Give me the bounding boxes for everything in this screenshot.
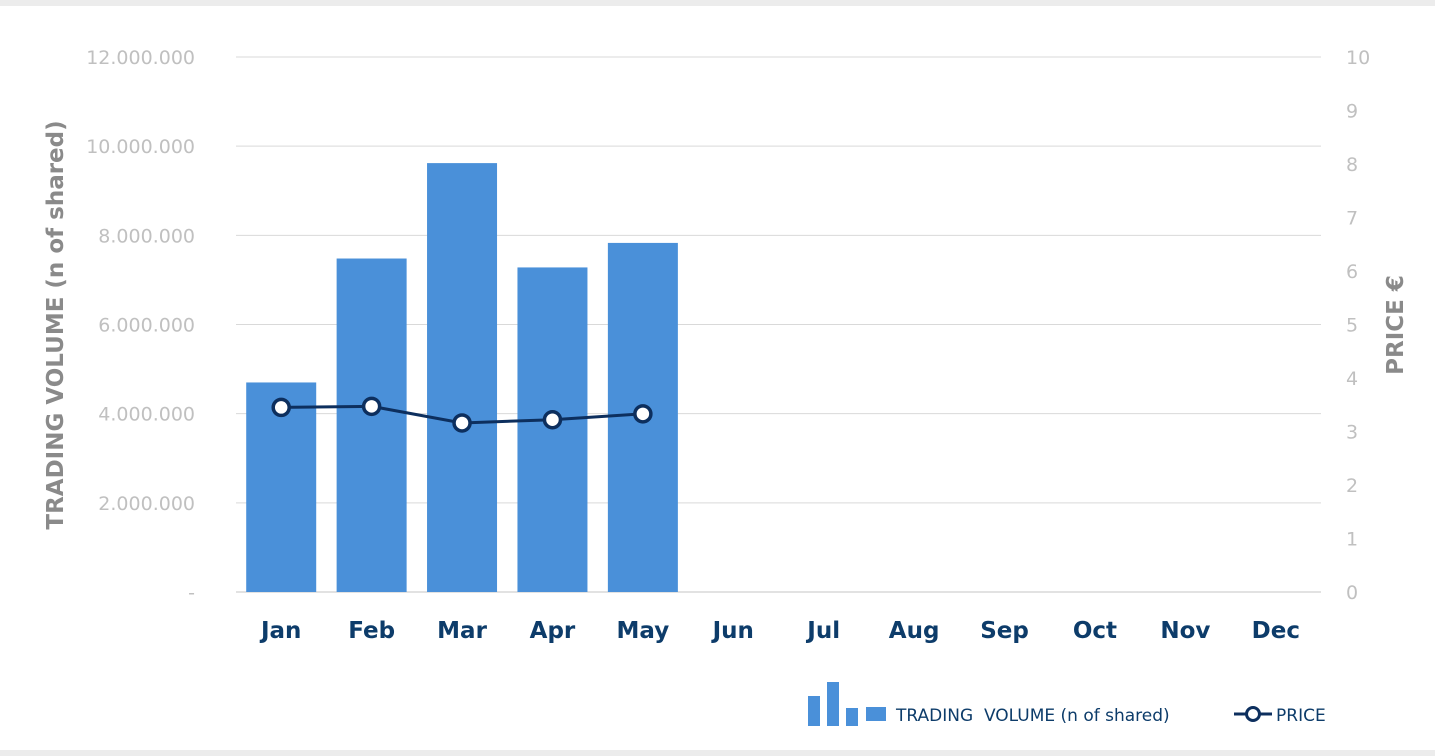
bottom-border <box>0 750 1435 756</box>
y-right-tick-label: 7 <box>1346 208 1358 230</box>
volume-bars <box>246 163 678 592</box>
y-right-tick-label: 4 <box>1346 368 1358 390</box>
y-left-tick-label: 2.000.000 <box>98 493 195 515</box>
y-left-tick-label: 10.000.000 <box>86 136 195 158</box>
price-point <box>633 404 653 424</box>
y-right-tick-label: 3 <box>1346 422 1358 444</box>
y-right-tick-label: 9 <box>1346 101 1358 123</box>
y-right-tick-label: 2 <box>1346 475 1358 497</box>
x-tick-label: Dec <box>1252 618 1300 644</box>
y-right-tick-label: 1 <box>1346 529 1358 551</box>
legend-volume-label: TRADING VOLUME (n of shared) <box>895 706 1170 726</box>
y-left-tick-label: - <box>188 582 195 604</box>
price-point <box>361 396 382 417</box>
y-right-tick-label: 10 <box>1346 47 1370 69</box>
volume-bar <box>246 382 317 592</box>
legend-price-label: PRICE <box>1276 706 1326 726</box>
x-tick-label: Feb <box>348 618 395 644</box>
left-axis-ticks: - 2.000.000 4.000.000 6.000.000 8.000.000 10.… <box>86 47 195 604</box>
legend-volume-swatch <box>866 707 886 721</box>
x-axis-ticks: Jan Feb Mar Apr May Jun Jul Aug Sep Oct Nov Dec <box>259 618 1300 644</box>
bar-chart-icon <box>808 682 858 726</box>
legend-price-swatch <box>1234 706 1272 722</box>
x-tick-label: Nov <box>1160 618 1210 644</box>
y-left-tick-label: 12.000.000 <box>86 47 195 69</box>
x-tick-label: Jun <box>711 618 754 644</box>
y-right-tick-label: 0 <box>1346 582 1358 604</box>
x-tick-label: Jul <box>805 618 840 644</box>
gridlines <box>236 56 1321 593</box>
volume-bar <box>427 163 498 592</box>
x-tick-label: Jan <box>259 618 301 644</box>
volume-bar <box>336 258 407 592</box>
x-tick-label: May <box>617 618 670 644</box>
legend: TRADING VOLUME (n of shared) PRICE <box>808 682 1326 726</box>
price-point <box>542 409 563 430</box>
x-tick-label: Oct <box>1073 618 1117 644</box>
price-series <box>271 396 653 433</box>
right-axis-ticks: 0 1 2 3 4 5 6 7 8 9 10 <box>1346 47 1370 604</box>
price-point <box>452 413 472 433</box>
y-left-tick-label: 6.000.000 <box>98 315 195 337</box>
volume-bar <box>517 267 588 592</box>
y-right-tick-label: 8 <box>1346 154 1358 176</box>
x-tick-label: Mar <box>437 618 487 644</box>
y-right-tick-label: 5 <box>1346 315 1358 337</box>
y-left-tick-label: 8.000.000 <box>98 225 195 247</box>
y-axis-left-title: TRADING VOLUME (n of shared) <box>43 120 69 529</box>
top-border <box>0 0 1435 6</box>
y-right-tick-label: 6 <box>1346 261 1358 283</box>
x-tick-label: Apr <box>530 618 576 644</box>
y-left-tick-label: 4.000.000 <box>98 404 195 426</box>
x-tick-label: Sep <box>980 618 1029 644</box>
x-tick-label: Aug <box>889 618 940 644</box>
y-axis-right-title: PRICE € <box>1383 275 1409 375</box>
price-point <box>271 397 291 418</box>
